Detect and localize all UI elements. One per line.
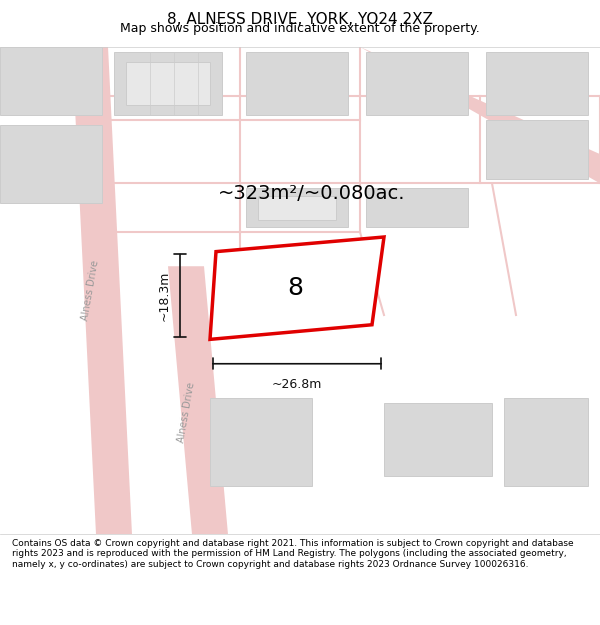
Bar (246, 188, 348, 228)
Bar (246, 52, 348, 115)
Bar (366, 188, 468, 228)
Bar (126, 61, 210, 106)
Polygon shape (168, 266, 228, 534)
Bar (486, 120, 588, 179)
Text: 8, ALNESS DRIVE, YORK, YO24 2XZ: 8, ALNESS DRIVE, YORK, YO24 2XZ (167, 12, 433, 27)
Polygon shape (210, 237, 384, 339)
Text: Alness Drive: Alness Drive (80, 259, 100, 322)
Text: ~323m²/~0.080ac.: ~323m²/~0.080ac. (218, 184, 406, 203)
Bar (0, 125, 102, 203)
Bar (114, 52, 222, 115)
Text: Alness Drive: Alness Drive (176, 381, 196, 444)
Bar (258, 196, 336, 220)
Text: Contains OS data © Crown copyright and database right 2021. This information is : Contains OS data © Crown copyright and d… (12, 539, 574, 569)
Text: Map shows position and indicative extent of the property.: Map shows position and indicative extent… (120, 22, 480, 35)
Bar (366, 52, 468, 115)
Bar (0, 47, 102, 115)
Bar (486, 52, 588, 115)
Text: ~26.8m: ~26.8m (272, 378, 322, 391)
Text: 8: 8 (287, 276, 304, 300)
Bar (210, 398, 312, 486)
Bar (504, 398, 588, 486)
Polygon shape (360, 47, 600, 183)
Bar (384, 402, 492, 476)
Text: ~18.3m: ~18.3m (158, 270, 171, 321)
Polygon shape (72, 47, 132, 534)
